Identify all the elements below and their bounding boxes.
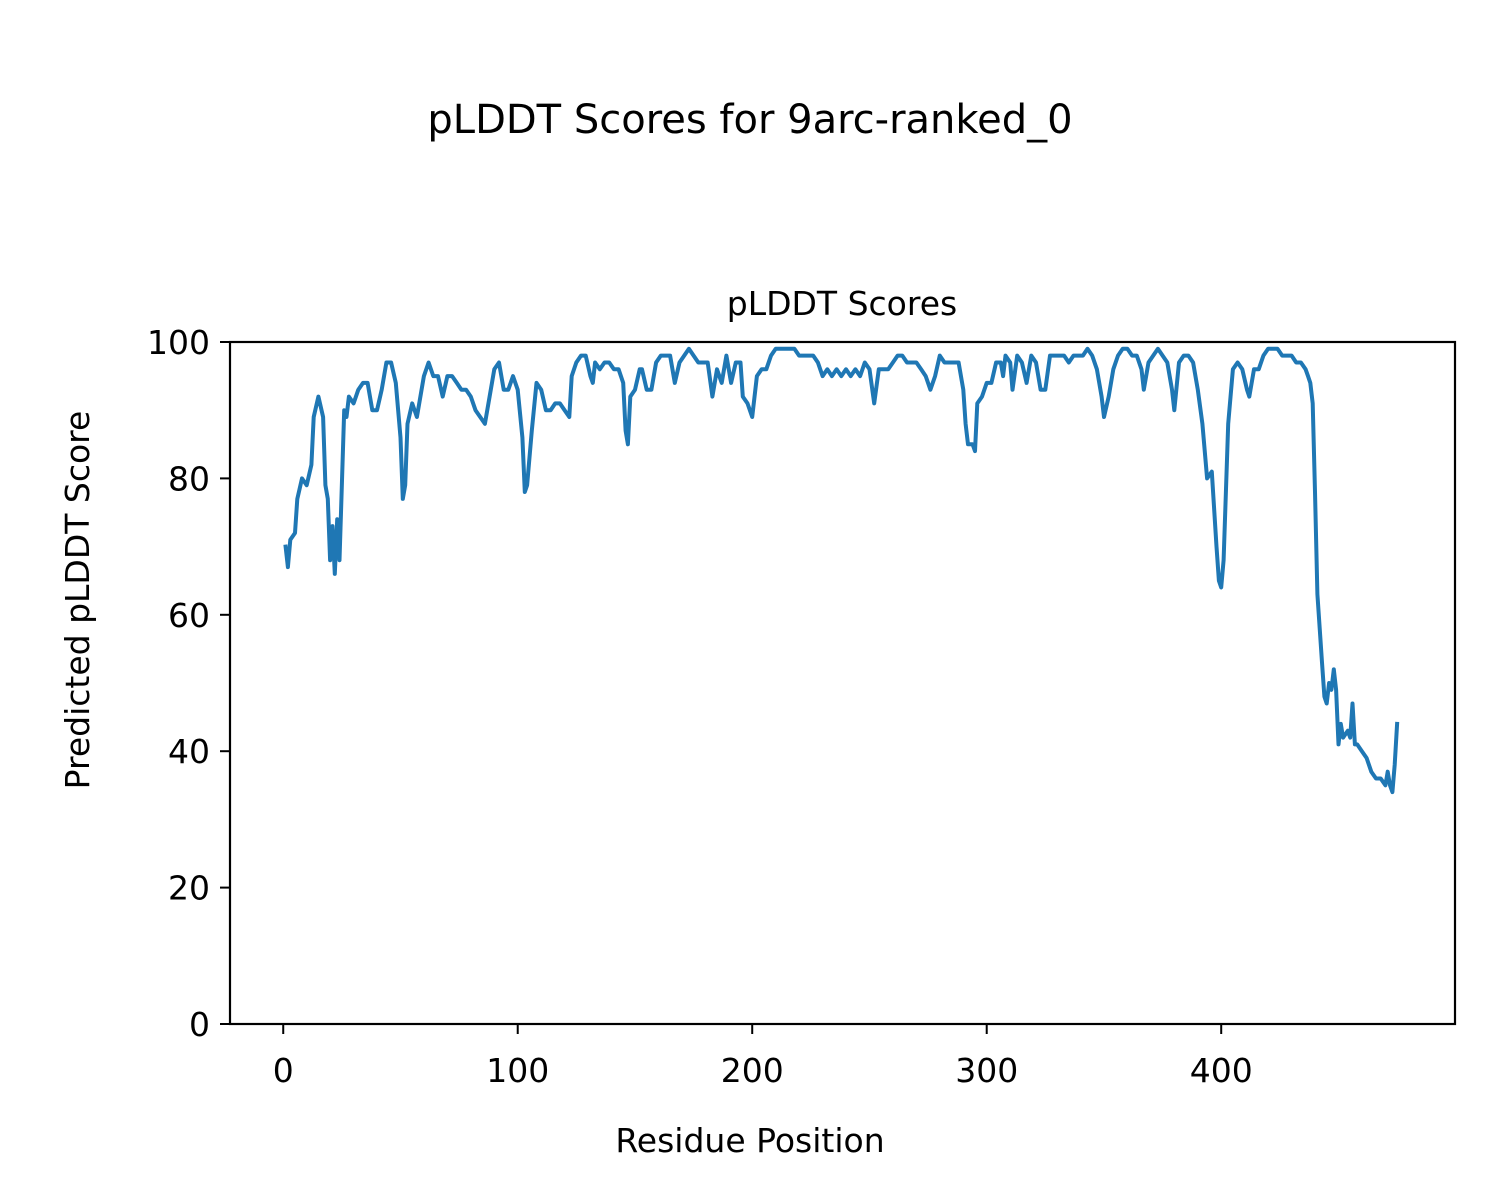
x-tick-label: 100 — [486, 1051, 549, 1090]
plddt-series-line — [283, 346, 1400, 795]
x-axis: 0 100 200 300 400 — [273, 1024, 1253, 1090]
x-tick-label: 0 — [273, 1051, 294, 1090]
plot-area — [228, 340, 1457, 1026]
axes-frame — [228, 340, 1457, 1026]
y-axis-label: Predicted pLDDT Score — [58, 411, 97, 790]
x-tick-label: 400 — [1190, 1051, 1253, 1090]
y-tick-label: 0 — [189, 1005, 210, 1044]
figure-suptitle: pLDDT Scores for 9arc-ranked_0 — [427, 97, 1072, 143]
y-tick-label: 40 — [168, 732, 210, 771]
y-tick-label: 20 — [168, 869, 210, 908]
y-tick-label: 100 — [147, 323, 210, 362]
y-tick-label: 80 — [168, 459, 210, 498]
y-axis: 0 20 40 60 80 100 — [147, 323, 230, 1044]
x-tick-label: 300 — [955, 1051, 1018, 1090]
y-tick-label: 60 — [168, 596, 210, 635]
x-tick-label: 200 — [721, 1051, 784, 1090]
chart-title: pLDDT Scores — [727, 284, 957, 323]
x-axis-label: Residue Position — [615, 1121, 884, 1160]
